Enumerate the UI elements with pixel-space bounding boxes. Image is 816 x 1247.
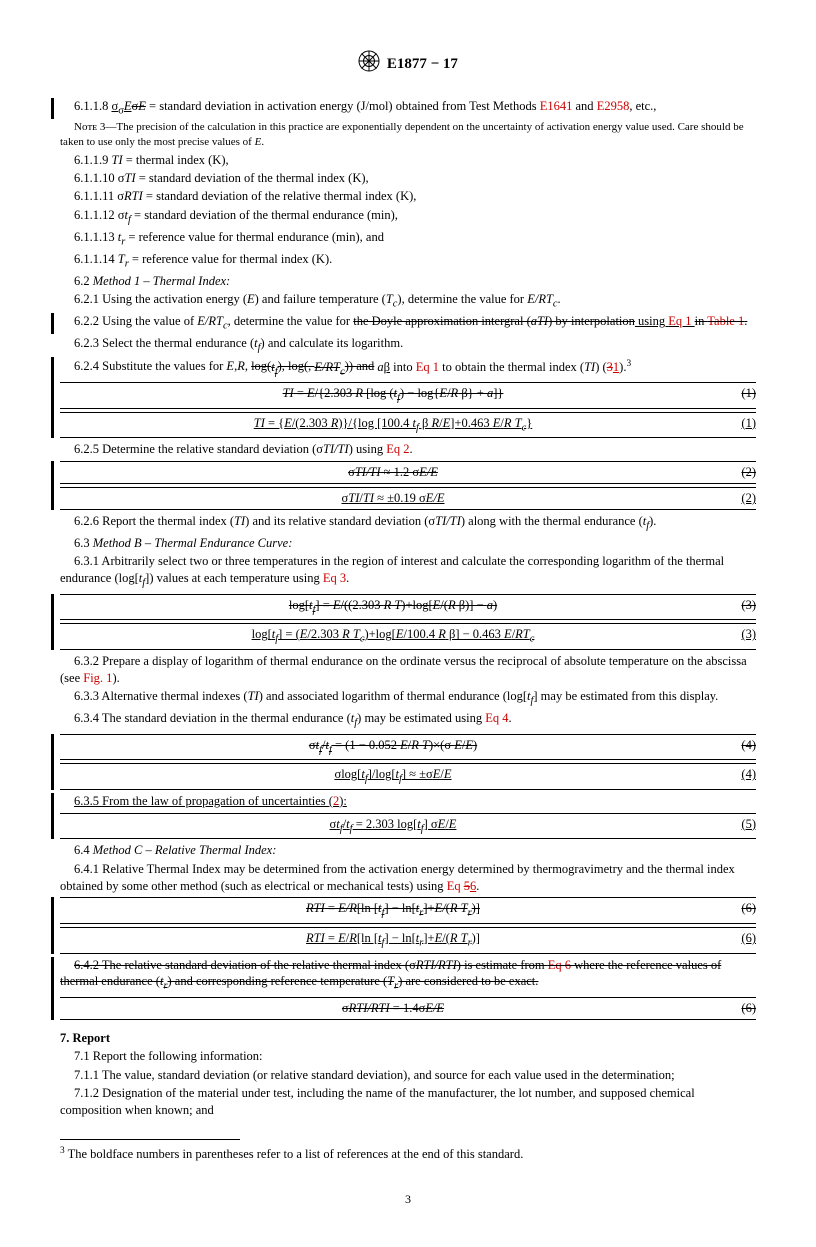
head-6.4: 6.4 Method C – Relative Thermal Index: — [60, 842, 756, 859]
eq-1-new: TI = {E/(2.303 R)}/{log [100.4 tf β R/E]… — [60, 412, 756, 439]
eq-1-old: TI = E/{2.303 R [log (tf) − log{E/R β} +… — [60, 382, 756, 409]
para-6.3.5: 6.3.5 From the law of propagation of unc… — [60, 793, 756, 810]
eq-6-old: RTI = E/R[ln [tf] − ln[tr]+E/(R Tr)](6) — [60, 897, 756, 924]
para-6.2.1: 6.2.1 Using the activation energy (E) an… — [60, 291, 756, 312]
eq-4-old: σtf/tf = (1 − 0.052 E/R T)×(σ E/E)(4) — [60, 734, 756, 761]
page-number: 3 — [60, 1191, 756, 1207]
para-6.3.1: 6.3.1 Arbitrarily select two or three te… — [60, 553, 756, 590]
eq-2-new: σTI/TI ≈ ±0.19 σE/E(2) — [60, 487, 756, 510]
def-6.1.1.12: 6.1.1.12 σtf = standard deviation of the… — [60, 207, 756, 228]
head-6.2: 6.2 Method 1 – Thermal Index: — [60, 273, 756, 290]
def-6.1.1.9: 6.1.1.9 TI = thermal index (K), — [60, 152, 756, 169]
para-7.1: 7.1 Report the following information: — [60, 1048, 756, 1065]
eq-2-old: σTI/TI ≈ 1.2 σE/E(2) — [60, 461, 756, 484]
eq-6-new: RTI = E/R[ln [tf] − ln[tr]+E/(R Tr)](6) — [60, 927, 756, 954]
note-3: Nᴏᴛᴇ 3—The precision of the calculation … — [60, 120, 756, 150]
eq-rti-old: σRTI/RTI = 1.4σE/E(6) — [60, 997, 756, 1020]
eq-3-new: log[tf] = (E/2.303 R Tc)+log[E/100.4 R β… — [60, 623, 756, 650]
para-6.2.3: 6.2.3 Select the thermal endurance (tf) … — [60, 335, 756, 356]
para-6.2.6: 6.2.6 Report the thermal index (TI) and … — [60, 513, 756, 534]
def-6.1.1.10: 6.1.1.10 σTI = standard deviation of the… — [60, 170, 756, 187]
footnote-3: 3 The boldface numbers in parentheses re… — [60, 1145, 660, 1163]
para-6.2.4: 6.2.4 Substitute the values for E,R, log… — [60, 357, 756, 379]
para-6.4.1: 6.4.1 Relative Thermal Index may be dete… — [60, 861, 756, 895]
para-6.3.3: 6.3.3 Alternative thermal indexes (TI) a… — [60, 688, 756, 709]
head-7: 7. Report — [60, 1030, 756, 1047]
def-6.1.1.11: 6.1.1.11 σRTI = standard deviation of th… — [60, 188, 756, 205]
para-6.2.5: 6.2.5 Determine the relative standard de… — [60, 441, 756, 458]
para-7.1.2: 7.1.2 Designation of the material under … — [60, 1085, 756, 1119]
head-6.3: 6.3 Method B – Thermal Endurance Curve: — [60, 535, 756, 552]
para-6.4.2: 6.4.2 The relative standard deviation of… — [60, 957, 756, 994]
para-6.3.4: 6.3.4 The standard deviation in the ther… — [60, 710, 756, 731]
def-6.1.1.13: 6.1.1.13 tr = reference value for therma… — [60, 229, 756, 250]
eq-4-new: σlog[tf]/log[tf] ≈ ±σE/E(4) — [60, 763, 756, 790]
designation: E1877 − 17 — [387, 54, 458, 74]
astm-logo — [358, 50, 380, 78]
para-7.1.1: 7.1.1 The value, standard deviation (or … — [60, 1067, 756, 1084]
def-6.1.1.14: 6.1.1.14 Tr = reference value for therma… — [60, 251, 756, 272]
eq-5: σtf/tf = 2.303 log[tf] σE/E(5) — [60, 813, 756, 840]
para-6.2.2: 6.2.2 Using the value of E/RTc, determin… — [60, 313, 756, 334]
para-6.1.1.8: 6.1.1.8 σσEσE = standard deviation in ac… — [60, 98, 756, 119]
para-6.3.2: 6.3.2 Prepare a display of logarithm of … — [60, 653, 756, 687]
page-header: E1877 − 17 — [60, 50, 756, 78]
eq-3-old: log[tf] = E/((2.303 R T)+log[E/(R β)] − … — [60, 594, 756, 621]
